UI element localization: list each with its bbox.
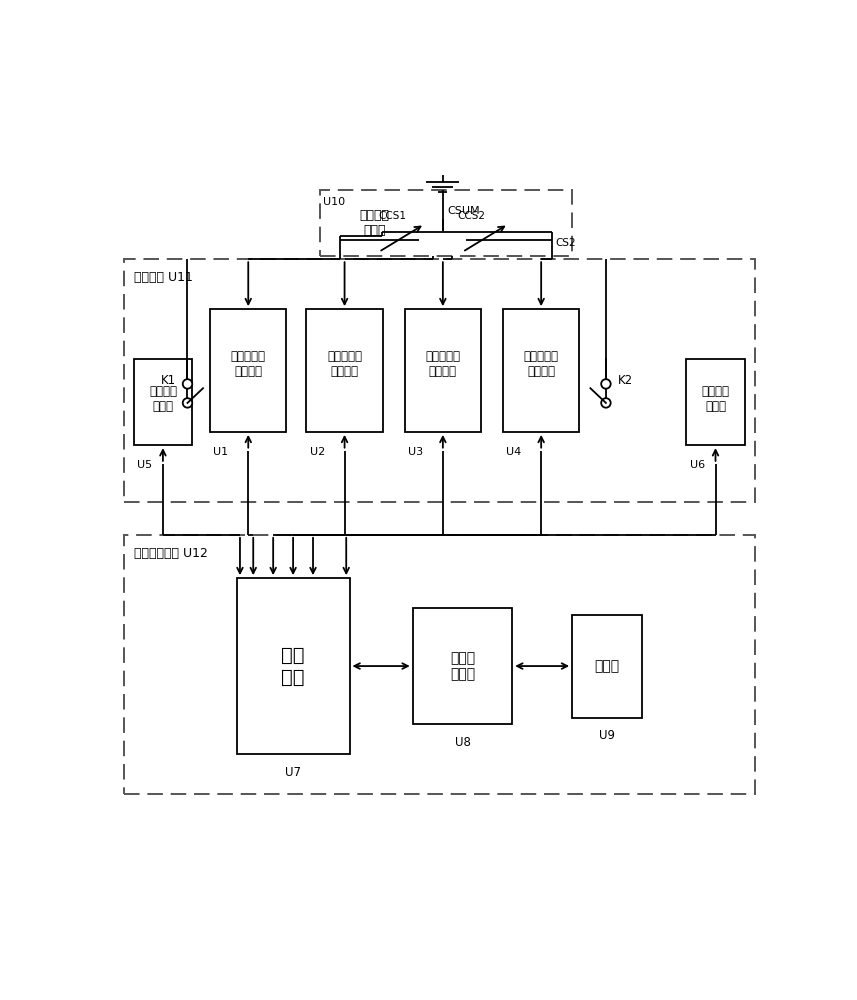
Bar: [503, 309, 579, 432]
Text: 第二电容数
字转换器: 第二电容数 字转换器: [327, 350, 362, 378]
Text: 第一数模
转换器: 第一数模 转换器: [149, 385, 177, 413]
Text: 第四电容数
字转换器: 第四电容数 字转换器: [524, 350, 559, 378]
Text: 第二数模
转换器: 第二数模 转换器: [702, 385, 729, 413]
Text: U1: U1: [213, 447, 229, 457]
Bar: [210, 309, 286, 432]
Bar: [572, 615, 642, 718]
Circle shape: [183, 379, 192, 389]
Text: 通讯接
口模块: 通讯接 口模块: [450, 651, 475, 681]
Bar: [307, 309, 383, 432]
Bar: [413, 608, 512, 724]
Text: U7: U7: [285, 766, 301, 779]
Text: 第一电容数
字转换器: 第一电容数 字转换器: [231, 350, 266, 378]
Text: U9: U9: [599, 729, 615, 742]
Text: CCS2: CCS2: [458, 211, 486, 221]
Bar: [686, 359, 745, 445]
Text: 控制采集单元 U12: 控制采集单元 U12: [134, 547, 207, 560]
Circle shape: [601, 398, 611, 408]
Text: CSUM: CSUM: [448, 206, 481, 216]
Bar: [123, 535, 755, 794]
Text: 微处
理器: 微处 理器: [281, 646, 305, 687]
Text: K1: K1: [160, 374, 176, 387]
Text: U3: U3: [408, 447, 423, 457]
Text: 上位机: 上位机: [595, 659, 620, 673]
Text: U10: U10: [323, 197, 345, 207]
Bar: [134, 359, 192, 445]
Circle shape: [183, 398, 192, 408]
Text: 电容式加
速度计: 电容式加 速度计: [360, 209, 390, 237]
Circle shape: [601, 379, 611, 389]
Text: U4: U4: [506, 447, 522, 457]
Text: K2: K2: [618, 374, 633, 387]
Bar: [237, 578, 350, 754]
Text: U5: U5: [137, 460, 153, 470]
Text: 测试探卡 U11: 测试探卡 U11: [134, 271, 193, 284]
Bar: [405, 309, 481, 432]
Text: U8: U8: [454, 736, 470, 749]
Text: U2: U2: [309, 447, 325, 457]
Text: CCS1: CCS1: [379, 211, 407, 221]
Text: CS2: CS2: [555, 238, 576, 248]
Text: 第三电容数
字转换器: 第三电容数 字转换器: [425, 350, 460, 378]
Bar: [320, 190, 572, 256]
Text: U6: U6: [690, 460, 704, 470]
Bar: [123, 259, 755, 502]
